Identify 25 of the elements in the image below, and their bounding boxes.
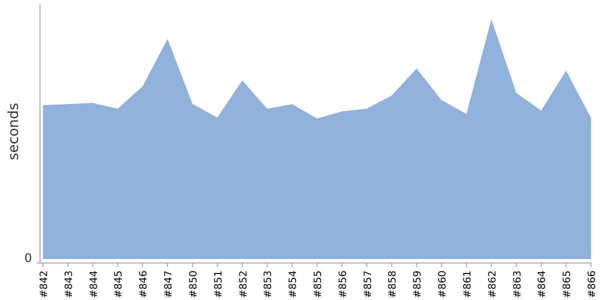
x-tick-label: #852: [238, 270, 250, 298]
x-tick-label: #842: [39, 270, 50, 298]
x-tick-label: #847: [164, 270, 175, 298]
x-tick-label: #859: [412, 270, 424, 298]
x-tick-label: #864: [537, 270, 548, 298]
x-tick-label: #858: [388, 270, 399, 298]
x-tick-label: #846: [138, 270, 150, 298]
y-axis-title: seconds: [6, 102, 22, 160]
x-tick-label: #854: [288, 270, 300, 298]
x-tick-label: #861: [462, 270, 474, 298]
x-tick-label: #853: [263, 270, 274, 298]
x-tick-label: #843: [64, 270, 75, 298]
x-tick-label: #863: [512, 270, 524, 298]
x-tick-label: #862: [487, 270, 498, 298]
x-tick-label: #850: [188, 270, 200, 298]
x-tick-label: #856: [338, 270, 349, 298]
x-tick-label: #857: [362, 270, 374, 298]
x-tick-label: #865: [562, 270, 574, 298]
x-tick-label: #855: [313, 270, 324, 298]
annotation: 0: [24, 251, 32, 265]
x-tick-label: #866: [587, 270, 598, 298]
x-tick-label: #845: [114, 270, 125, 298]
x-tick-label: #844: [88, 270, 100, 298]
x-tick-label: #860: [438, 270, 449, 298]
x-tick-label: #851: [213, 270, 224, 298]
